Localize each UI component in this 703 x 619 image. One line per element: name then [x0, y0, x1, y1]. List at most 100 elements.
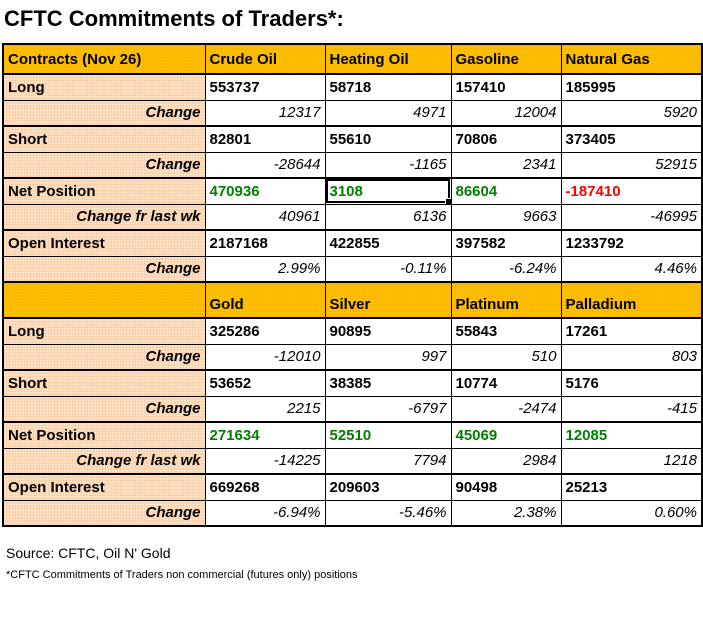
value-cell[interactable]: -6.94%	[204, 499, 326, 527]
row-label-cell[interactable]: Long	[2, 317, 206, 345]
column-header-cell[interactable]: Silver	[324, 281, 452, 319]
fill-handle[interactable]	[444, 197, 450, 203]
value-cell[interactable]: 997	[324, 343, 452, 371]
row-label-cell[interactable]: Net Position	[2, 177, 206, 205]
value-cell[interactable]: 4.46%	[560, 255, 703, 283]
value-cell[interactable]: 7794	[324, 447, 452, 475]
value-cell[interactable]: -187410	[560, 177, 703, 205]
value-cell[interactable]: 157410	[450, 73, 562, 101]
value-cell[interactable]: 4971	[324, 99, 452, 127]
value-cell[interactable]: 86604	[450, 177, 562, 205]
column-header-cell[interactable]: Gold	[204, 281, 326, 319]
contracts-header-cell[interactable]	[2, 281, 206, 319]
column-header-cell[interactable]: Gasoline	[450, 43, 562, 75]
row-label-cell[interactable]: Change	[2, 255, 206, 283]
value-cell[interactable]: -0.11%	[324, 255, 452, 283]
row-label-cell[interactable]: Change fr last wk	[2, 447, 206, 475]
row-label-cell[interactable]: Change	[2, 343, 206, 371]
value-cell[interactable]: 271634	[204, 421, 326, 449]
value-cell[interactable]: 5920	[560, 99, 703, 127]
table-row: Change -28644 -1165 2341 52915	[2, 151, 703, 179]
value-cell[interactable]: 40961	[204, 203, 326, 231]
column-header-cell[interactable]: Palladium	[560, 281, 703, 319]
value-cell[interactable]: -415	[560, 395, 703, 423]
column-header-cell[interactable]: Natural Gas	[560, 43, 703, 75]
row-label-cell[interactable]: Open Interest	[2, 229, 206, 257]
value-cell[interactable]: 422855	[324, 229, 452, 257]
value-cell[interactable]: 10774	[450, 369, 562, 397]
value-cell[interactable]: 2.38%	[450, 499, 562, 527]
value-cell[interactable]: 6136	[324, 203, 452, 231]
row-label-cell[interactable]: Open Interest	[2, 473, 206, 501]
value-cell[interactable]: 9663	[450, 203, 562, 231]
row-label-cell[interactable]: Change fr last wk	[2, 203, 206, 231]
value-cell[interactable]: 12004	[450, 99, 562, 127]
row-label-cell[interactable]: Long	[2, 73, 206, 101]
value-cell[interactable]: 3108	[324, 177, 452, 205]
value-cell[interactable]: -28644	[204, 151, 326, 179]
value-cell[interactable]: 5176	[560, 369, 703, 397]
value-cell[interactable]: 1233792	[560, 229, 703, 257]
value-cell[interactable]: 553737	[204, 73, 326, 101]
value-cell[interactable]: 397582	[450, 229, 562, 257]
value-cell[interactable]: 25213	[560, 473, 703, 501]
value-cell[interactable]: 803	[560, 343, 703, 371]
contracts-header-cell[interactable]: Contracts (Nov 26)	[2, 43, 206, 75]
table-row: Long 553737 58718 157410 185995	[2, 73, 703, 101]
section-header-row: Gold Silver Platinum Palladium	[2, 281, 703, 319]
value-cell[interactable]: -46995	[560, 203, 703, 231]
value-cell[interactable]: 82801	[204, 125, 326, 153]
value-cell[interactable]: 1218	[560, 447, 703, 475]
value-cell[interactable]: 325286	[204, 317, 326, 345]
value-cell[interactable]: 12317	[204, 99, 326, 127]
value-cell[interactable]: 209603	[324, 473, 452, 501]
value-cell[interactable]: 2.99%	[204, 255, 326, 283]
row-label-cell[interactable]: Change	[2, 395, 206, 423]
value-cell[interactable]: 52510	[324, 421, 452, 449]
value-cell[interactable]: 58718	[324, 73, 452, 101]
value-cell[interactable]: 510	[450, 343, 562, 371]
value-cell[interactable]: 55610	[324, 125, 452, 153]
value-cell[interactable]: -6.24%	[450, 255, 562, 283]
row-label-cell[interactable]: Change	[2, 499, 206, 527]
column-header-cell[interactable]: Platinum	[450, 281, 562, 319]
row-label-cell[interactable]: Change	[2, 151, 206, 179]
value-cell[interactable]: 470936	[204, 177, 326, 205]
value-cell[interactable]: 55843	[450, 317, 562, 345]
value-cell[interactable]: -1165	[324, 151, 452, 179]
value-cell[interactable]: 90895	[324, 317, 452, 345]
value-cell[interactable]: -5.46%	[324, 499, 452, 527]
section-header-row: Contracts (Nov 26) Crude Oil Heating Oil Ga…	[2, 43, 703, 75]
value-cell[interactable]: 2215	[204, 395, 326, 423]
row-label-cell[interactable]: Change	[2, 99, 206, 127]
value-cell[interactable]: 2187168	[204, 229, 326, 257]
source-text: Source: CFTC, Oil N' Gold	[6, 545, 171, 561]
value-cell[interactable]: 45069	[450, 421, 562, 449]
value-cell[interactable]: 70806	[450, 125, 562, 153]
row-label-cell[interactable]: Short	[2, 369, 206, 397]
value-cell[interactable]: 12085	[560, 421, 703, 449]
value-cell[interactable]: -12010	[204, 343, 326, 371]
value-cell[interactable]: -6797	[324, 395, 452, 423]
value-cell[interactable]: 17261	[560, 317, 703, 345]
footnote-text: *CFTC Commitments of Traders non commerc…	[6, 569, 358, 581]
value-cell[interactable]: -2474	[450, 395, 562, 423]
value-cell[interactable]: 185995	[560, 73, 703, 101]
column-header-cell[interactable]: Crude Oil	[204, 43, 326, 75]
value-cell[interactable]: 2341	[450, 151, 562, 179]
table-row: Change 2215 -6797 -2474 -415	[2, 395, 703, 423]
column-header-cell[interactable]: Heating Oil	[324, 43, 452, 75]
value-cell[interactable]: 0.60%	[560, 499, 703, 527]
value-cell[interactable]: -14225	[204, 447, 326, 475]
value-cell[interactable]: 2984	[450, 447, 562, 475]
value-cell[interactable]: 90498	[450, 473, 562, 501]
row-label-cell[interactable]: Short	[2, 125, 206, 153]
value-cell[interactable]: 669268	[204, 473, 326, 501]
value-cell[interactable]: 53652	[204, 369, 326, 397]
value-cell[interactable]: 52915	[560, 151, 703, 179]
value-cell[interactable]: 38385	[324, 369, 452, 397]
row-label-cell[interactable]: Net Position	[2, 421, 206, 449]
table-row: Change -12010 997 510 803	[2, 343, 703, 371]
value-cell[interactable]: 373405	[560, 125, 703, 153]
